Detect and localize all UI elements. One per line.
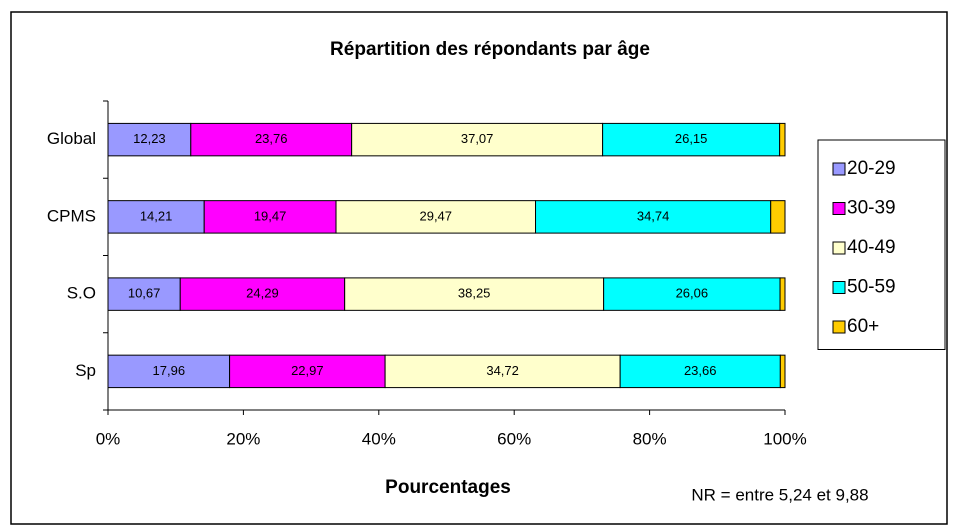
y-tick-label: Sp — [75, 361, 96, 380]
legend-label: 20-29 — [847, 158, 896, 179]
bar-segment — [384, 354, 621, 389]
legend-swatch — [832, 162, 846, 176]
legend-label: 50-59 — [847, 277, 896, 298]
bar-segment — [107, 200, 205, 234]
legend-swatch — [832, 241, 846, 255]
data-label: 14,21 — [140, 208, 173, 223]
chart-frame — [10, 11, 948, 525]
data-label: 26,06 — [676, 286, 709, 301]
bar-segment — [602, 122, 781, 157]
data-label: 12,23 — [133, 131, 166, 146]
legend-swatch — [832, 281, 846, 294]
data-label: 26,15 — [675, 131, 708, 146]
x-tick-label: 100% — [763, 429, 806, 448]
bar-segment — [203, 200, 337, 234]
data-label: 23,76 — [255, 131, 288, 146]
x-tick-label: 40% — [362, 429, 396, 448]
bar-segment — [179, 277, 346, 311]
data-label: 19,47 — [254, 208, 287, 223]
data-label: 10,67 — [128, 286, 161, 301]
bar-segment — [603, 277, 781, 311]
bar-segment — [779, 277, 786, 311]
bar-segment — [229, 354, 386, 389]
x-tick-label: 20% — [226, 429, 260, 448]
bar-segment — [535, 200, 772, 234]
data-label: 34,72 — [486, 363, 519, 378]
y-tick-label: Global — [47, 129, 96, 148]
data-label: 37,07 — [461, 131, 494, 146]
data-label: 38,25 — [458, 286, 491, 301]
x-tick-label: 0% — [96, 429, 121, 448]
data-label: 22,97 — [291, 363, 324, 378]
y-tick-label: CPMS — [47, 206, 96, 225]
legend-label: 40-49 — [847, 237, 896, 258]
bar-segment — [190, 122, 353, 157]
bar-segment — [107, 277, 181, 311]
legend-swatch — [832, 202, 846, 215]
legend-label: 30-39 — [847, 198, 896, 219]
data-label: 17,96 — [153, 363, 186, 378]
legend-label: 60+ — [847, 316, 879, 337]
x-tick-label: 80% — [633, 429, 667, 448]
data-label: 29,47 — [419, 208, 452, 223]
x-axis-label: Pourcentages — [385, 477, 511, 498]
bar-segment — [619, 354, 781, 389]
bar-segment — [779, 122, 786, 157]
annotation: NR = entre 5,24 et 9,88 — [691, 485, 868, 504]
bar-segment — [779, 354, 786, 389]
bar-segment — [107, 122, 192, 157]
y-tick-label: S.O — [67, 284, 96, 303]
legend-swatch — [832, 320, 846, 334]
x-tick-label: 60% — [497, 429, 531, 448]
bar-segment — [770, 200, 786, 234]
bar-segment — [107, 354, 231, 389]
data-label: 23,66 — [684, 363, 717, 378]
data-label: 34,74 — [637, 208, 670, 223]
chart-title: Répartition des répondants par âge — [330, 39, 650, 60]
bar-segment — [351, 122, 604, 157]
data-label: 24,29 — [246, 286, 279, 301]
